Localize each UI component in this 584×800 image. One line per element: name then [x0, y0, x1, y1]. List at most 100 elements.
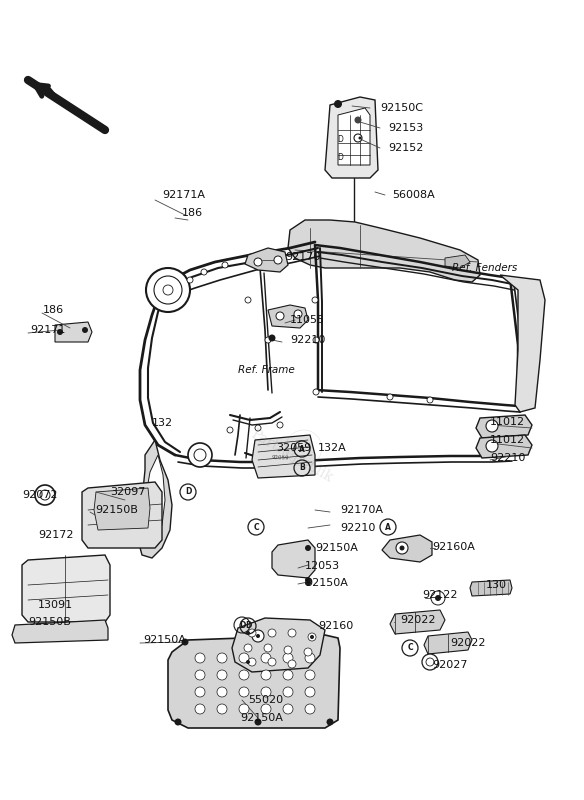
Circle shape: [294, 310, 302, 318]
Circle shape: [387, 394, 393, 400]
Text: 11012: 11012: [490, 417, 525, 427]
Text: 56008A: 56008A: [392, 190, 434, 200]
Text: 12053: 12053: [305, 561, 340, 571]
Text: 92160: 92160: [318, 621, 353, 631]
Polygon shape: [82, 482, 162, 548]
Circle shape: [305, 577, 311, 583]
Circle shape: [248, 658, 256, 666]
Polygon shape: [272, 540, 315, 578]
Polygon shape: [500, 275, 545, 412]
Polygon shape: [476, 435, 532, 458]
Text: 92150A: 92150A: [143, 635, 186, 645]
Text: D: D: [337, 135, 343, 145]
Text: 92150A: 92150A: [240, 713, 283, 723]
Polygon shape: [232, 618, 325, 672]
Circle shape: [175, 718, 182, 726]
Text: 92210: 92210: [290, 335, 325, 345]
Circle shape: [82, 327, 88, 333]
Circle shape: [276, 312, 284, 320]
Text: 92150B: 92150B: [28, 617, 71, 627]
Text: D: D: [245, 622, 251, 630]
Polygon shape: [245, 248, 288, 272]
Text: A: A: [299, 445, 305, 454]
Polygon shape: [470, 580, 512, 596]
Circle shape: [222, 262, 228, 268]
Circle shape: [313, 337, 319, 343]
Circle shape: [265, 337, 271, 343]
Circle shape: [261, 670, 271, 680]
Circle shape: [305, 653, 315, 663]
Circle shape: [486, 440, 498, 452]
Circle shape: [268, 629, 276, 637]
Circle shape: [283, 704, 293, 714]
Circle shape: [261, 653, 271, 663]
Text: 92153: 92153: [388, 123, 423, 133]
Text: 92072: 92072: [22, 490, 57, 500]
Text: A: A: [385, 522, 391, 531]
Text: D: D: [337, 154, 343, 162]
Circle shape: [334, 100, 342, 108]
Circle shape: [194, 449, 206, 461]
Text: 92150B: 92150B: [95, 505, 138, 515]
Text: 92022: 92022: [450, 638, 485, 648]
Text: 92210: 92210: [340, 523, 376, 533]
Circle shape: [261, 704, 271, 714]
Circle shape: [40, 490, 50, 500]
Text: 32097: 32097: [110, 487, 145, 497]
Circle shape: [195, 704, 205, 714]
Circle shape: [274, 256, 282, 264]
Text: 132: 132: [152, 418, 173, 428]
Text: D: D: [239, 621, 245, 630]
Circle shape: [57, 329, 63, 335]
Circle shape: [195, 670, 205, 680]
Polygon shape: [138, 440, 172, 558]
Text: Ref. Frame: Ref. Frame: [238, 365, 295, 375]
Polygon shape: [145, 455, 165, 538]
Circle shape: [305, 670, 315, 680]
Text: 92172: 92172: [38, 530, 74, 540]
Circle shape: [255, 718, 262, 726]
Circle shape: [261, 687, 271, 697]
Text: 92170: 92170: [285, 252, 321, 262]
Circle shape: [359, 137, 361, 139]
Text: 92210: 92210: [490, 453, 526, 463]
Circle shape: [304, 648, 312, 656]
Circle shape: [422, 654, 438, 670]
Polygon shape: [424, 632, 472, 654]
Text: 92171: 92171: [30, 325, 65, 335]
Polygon shape: [252, 435, 315, 478]
Circle shape: [246, 660, 250, 664]
Circle shape: [154, 276, 182, 304]
Circle shape: [354, 134, 362, 142]
Circle shape: [227, 427, 233, 433]
Polygon shape: [55, 322, 92, 342]
Circle shape: [435, 595, 441, 601]
Circle shape: [254, 258, 262, 266]
Text: 92152: 92152: [388, 143, 423, 153]
Circle shape: [217, 687, 227, 697]
Circle shape: [283, 687, 293, 697]
Text: 132A: 132A: [318, 443, 347, 453]
Polygon shape: [12, 620, 108, 643]
Circle shape: [188, 443, 212, 467]
Circle shape: [268, 658, 276, 666]
Circle shape: [396, 542, 408, 554]
Circle shape: [313, 389, 319, 395]
Text: C: C: [407, 643, 413, 653]
Text: 92022: 92022: [400, 615, 436, 625]
Circle shape: [277, 422, 283, 428]
Circle shape: [288, 660, 296, 668]
Circle shape: [426, 658, 434, 666]
Circle shape: [239, 670, 249, 680]
Circle shape: [201, 269, 207, 275]
Text: 13091: 13091: [38, 600, 73, 610]
Text: 92171A: 92171A: [162, 190, 205, 200]
Circle shape: [305, 704, 315, 714]
Circle shape: [399, 546, 405, 550]
Circle shape: [288, 629, 296, 637]
Circle shape: [283, 670, 293, 680]
Circle shape: [256, 634, 260, 638]
Circle shape: [187, 277, 193, 283]
Circle shape: [283, 653, 293, 663]
Text: 130: 130: [486, 580, 507, 590]
